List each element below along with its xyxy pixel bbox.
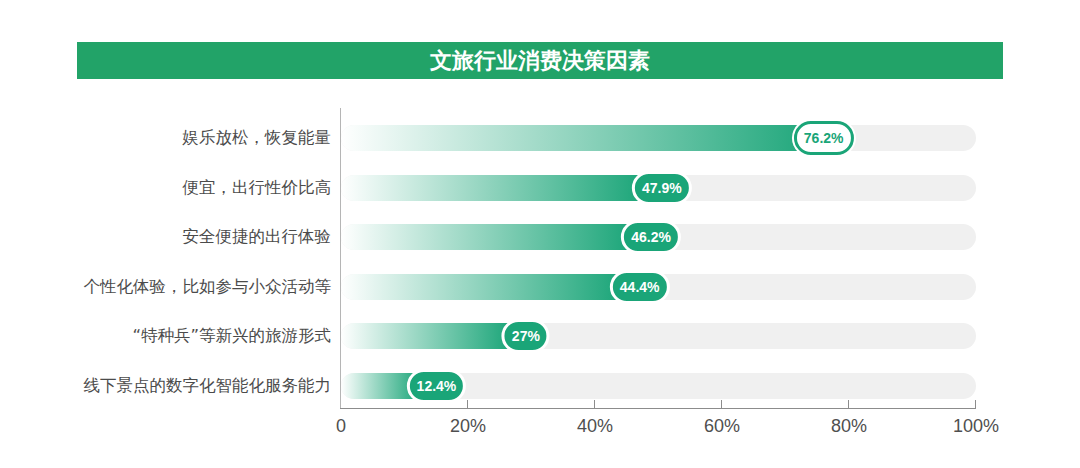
x-tick-label: 20% <box>450 416 486 437</box>
category-label: 便宜，出行性价比高 <box>1 177 331 199</box>
x-tick-label: 100% <box>953 416 999 437</box>
bar-fill <box>341 323 512 349</box>
bar-fill <box>341 274 623 300</box>
value-pill: 47.9% <box>632 171 692 205</box>
value-pill: 27% <box>502 319 550 353</box>
x-tick-label: 80% <box>831 416 867 437</box>
category-label: 个性化体验，比如参与小众活动等 <box>1 276 331 298</box>
chart-title-banner: 文旅行业消费决策因素 <box>77 42 1003 79</box>
x-tick-label: 60% <box>704 416 740 437</box>
x-tick-label: 0 <box>336 416 346 437</box>
bar-fill <box>341 224 634 250</box>
category-label: 娱乐放松，恢复能量 <box>1 127 331 149</box>
chart-title: 文旅行业消费决策因素 <box>430 46 650 76</box>
x-axis-tick <box>721 400 722 408</box>
category-label: 线下景点的数字化智能化服务能力 <box>1 375 331 397</box>
category-label: “特种兵”等新兴的旅游形式 <box>1 325 331 347</box>
value-pill: 44.4% <box>610 270 670 304</box>
page: { "title_banner": {"label": "文旅行业消费决策因素"… <box>0 0 1080 468</box>
value-pill: 12.4% <box>407 369 467 403</box>
x-axis-tick <box>848 400 849 408</box>
x-axis-line <box>340 408 976 409</box>
bar-fill <box>341 175 645 201</box>
x-axis-tick <box>467 400 468 408</box>
x-tick-label: 40% <box>577 416 613 437</box>
bar-fill <box>341 125 825 151</box>
value-pill: 46.2% <box>621 220 681 254</box>
x-axis-tick <box>975 400 976 408</box>
category-label: 安全便捷的出行体验 <box>1 226 331 248</box>
y-axis-line <box>340 108 341 408</box>
x-axis-tick <box>594 400 595 408</box>
value-pill: 76.2% <box>794 121 854 155</box>
